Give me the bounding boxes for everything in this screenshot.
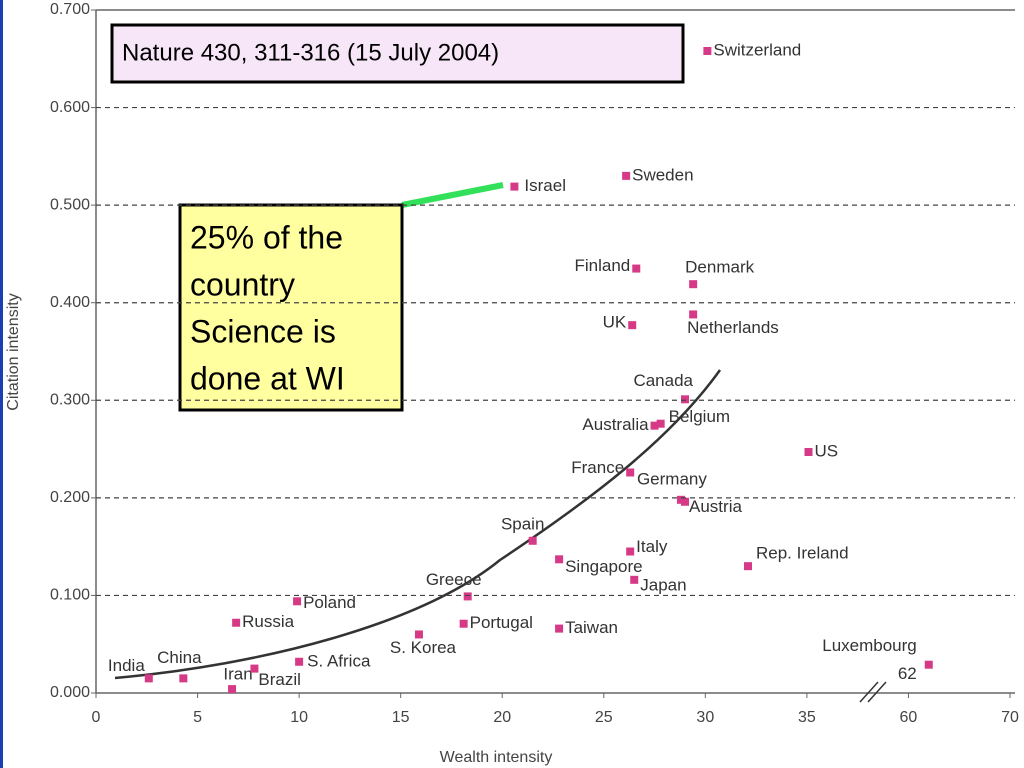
x-tick-label: 0	[92, 709, 101, 726]
point	[689, 310, 698, 319]
point-label: Luxembourg	[822, 636, 917, 655]
x-tick-label: 70	[1001, 709, 1019, 726]
point-label: Germany	[637, 469, 707, 488]
point-label: S. Korea	[390, 638, 457, 657]
citation-box	[110, 23, 685, 84]
point	[630, 575, 639, 584]
y-tick-label: 0.000	[50, 684, 90, 701]
note-box	[178, 203, 404, 412]
point	[650, 421, 659, 430]
point-label: US	[815, 441, 839, 460]
point	[804, 447, 813, 456]
point-label: India	[108, 656, 145, 675]
point	[676, 495, 685, 504]
x-tick-label: 60	[900, 709, 918, 726]
point	[622, 171, 631, 180]
point	[250, 664, 259, 673]
point-label: Japan	[640, 575, 686, 594]
note-line: done at WI	[190, 360, 345, 396]
axis-break	[859, 681, 887, 703]
point-label: Iran	[223, 665, 252, 684]
point	[628, 321, 637, 330]
point	[626, 547, 635, 556]
point	[463, 592, 472, 601]
point	[228, 685, 237, 694]
y-tick-label: 0.400	[50, 294, 90, 311]
point-label: China	[157, 648, 202, 667]
note-text: 25% of the country Science is done at WI	[190, 219, 345, 396]
x-tick-label: 35	[798, 709, 816, 726]
point-label: Brazil	[258, 670, 301, 689]
point	[510, 182, 519, 191]
x-axis-title: Wealth intensity	[440, 749, 553, 766]
y-tick-label: 0.700	[50, 1, 90, 18]
point	[555, 555, 564, 564]
plot: India China Iran Brazil S. Africa Russia Polan…	[108, 40, 933, 694]
point	[459, 619, 468, 628]
point	[656, 419, 665, 428]
point-label: Denmark	[685, 258, 754, 277]
y-tick-label: 0.100	[50, 587, 90, 604]
point	[681, 395, 690, 404]
point-label: Belgium	[669, 407, 730, 426]
x-tick-label: 5	[193, 709, 202, 726]
y-tick-label: 0.600	[50, 99, 90, 116]
y-tick-label: 0.300	[50, 392, 90, 409]
x-tick-label: 10	[290, 709, 308, 726]
point-label: Canada	[633, 371, 693, 390]
y-axis-title: Citation intensity	[5, 293, 22, 410]
point	[144, 674, 153, 683]
point-label: Singapore	[565, 557, 643, 576]
point	[295, 657, 304, 666]
point-label: Greece	[426, 570, 482, 589]
point-label: UK	[603, 313, 627, 332]
point	[414, 630, 423, 639]
point-label: Austria	[689, 497, 742, 516]
note-line: Science is	[190, 313, 336, 349]
point	[293, 597, 302, 606]
point	[681, 497, 690, 506]
point	[555, 624, 564, 633]
x-tick-label: 25	[595, 709, 613, 726]
x-tick-label: 30	[696, 709, 714, 726]
point-label: Rep. Ireland	[756, 544, 849, 563]
point	[743, 562, 752, 571]
point	[232, 618, 241, 627]
citation-text: Nature 430, 311-316 (15 July 2004)	[122, 39, 499, 66]
point	[626, 468, 635, 477]
point-label: Italy	[636, 537, 668, 556]
point-label: Finland	[575, 256, 631, 275]
note-line: country	[190, 266, 295, 302]
point-label: Sweden	[632, 165, 693, 184]
point-label: Russia	[242, 612, 295, 631]
point-label: Taiwan	[565, 618, 618, 637]
note-line: 25% of the	[190, 219, 343, 255]
point-label: France	[571, 458, 624, 477]
pointer-line	[401, 182, 504, 208]
point	[528, 536, 537, 545]
point-label: Poland	[303, 593, 356, 612]
point-label: Israel	[524, 176, 566, 195]
point-label: Portugal	[470, 613, 533, 632]
point	[179, 674, 188, 683]
y-tick-label: 0.200	[50, 489, 90, 506]
left-border	[0, 0, 3, 768]
x-value-label: 62	[898, 664, 917, 683]
point-label: Australia	[582, 415, 649, 434]
point	[632, 264, 641, 273]
point-label: Switzerland	[713, 40, 801, 59]
y-tick-label: 0.500	[50, 196, 90, 213]
point	[703, 46, 712, 55]
trend-curve	[114, 369, 722, 680]
point	[689, 280, 698, 289]
point	[924, 660, 933, 669]
point-label: Spain	[501, 514, 544, 533]
point-label: Netherlands	[687, 318, 779, 337]
x-tick-label: 20	[493, 709, 511, 726]
x-tick-label: 15	[392, 709, 410, 726]
point-label: S. Africa	[307, 651, 371, 670]
